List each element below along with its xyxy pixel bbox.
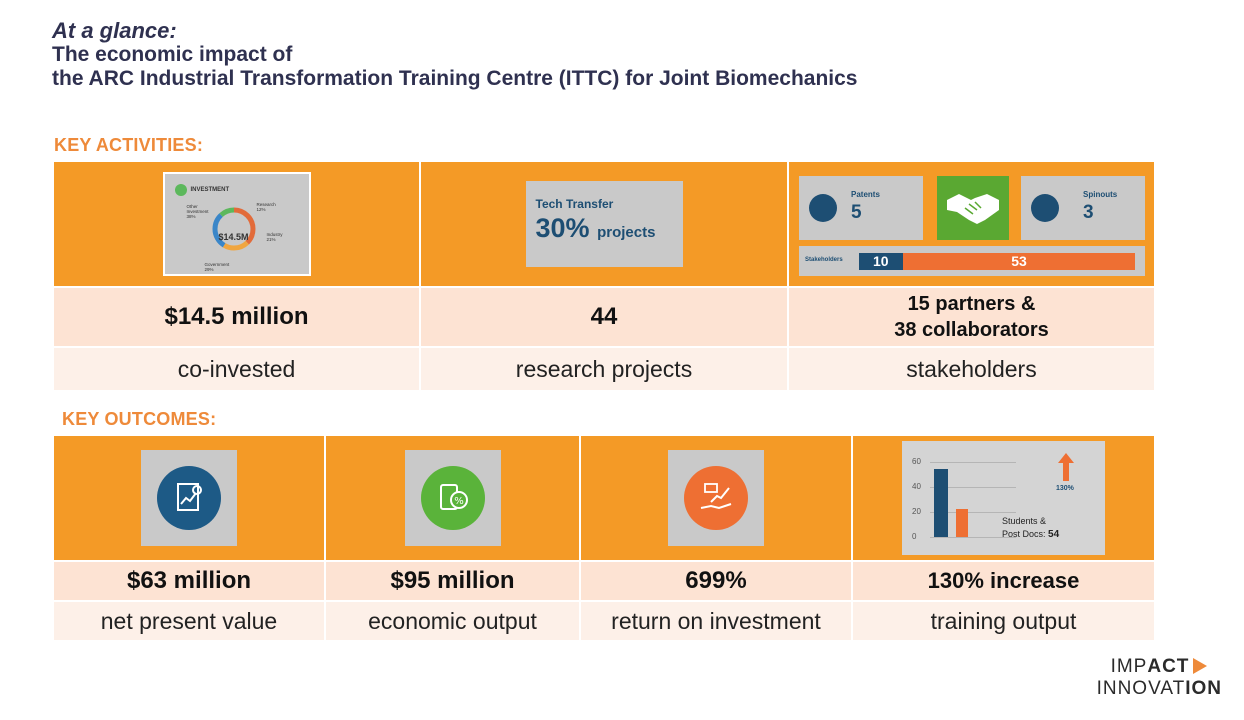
roi-icon-card [668,450,764,546]
investment-label-government: Government 29% [204,262,230,272]
key-outcomes-title: KEY OUTCOMES: [62,409,217,429]
spinout-icon [1031,194,1059,222]
roi-image-cell [581,436,851,560]
value-co-invested: $14.5 million [54,288,419,346]
key-activities-table: INVESTMENT $14.5M Other Investment 38% R… [54,162,1154,390]
value-stakeholders: 15 partners & 38 collaborators [789,288,1154,346]
tick-60: 60 [912,457,921,466]
economic-output-image-cell: % [326,436,579,560]
spinouts-value: 3 [1083,202,1094,223]
training-pct: 130% [1056,485,1074,492]
stakeholders-image-cell: Patents 5 Spinouts 3 Stakeholders 10 53 [789,162,1154,286]
investment-image-cell: INVESTMENT $14.5M Other Investment 38% R… [54,162,419,286]
patents-spinouts-panel: Patents 5 Spinouts 3 Stakeholders 10 53 [799,170,1145,278]
investment-icon [174,184,187,196]
investment-card: INVESTMENT $14.5M Other Investment 38% R… [162,172,311,276]
investment-center-value: $14.5M [218,232,249,242]
tech-transfer-title: Tech Transfer [535,197,614,211]
value-roi: 699% [581,562,851,600]
stakeholders-bar-collaborators: 53 [903,253,1135,270]
spinouts-label: Spinouts [1083,190,1118,199]
svg-text:%: % [454,496,464,507]
stakeholders-bar-label: Stakeholders [805,257,843,263]
patents-label: Patents [851,190,880,199]
report-chart-icon [157,466,221,530]
impact-innovation-logo: IMPACT INNOVATION [1096,656,1222,699]
tech-transfer-image-cell: Tech Transfer 30% projects [421,162,787,286]
value-research-projects: 44 [421,288,787,346]
bar-after [956,509,968,537]
gridline [930,537,1016,538]
npv-image-cell [54,436,324,560]
tick-40: 40 [912,482,921,491]
training-image-cell: 60 40 20 0 130% Students & Post Docs: 54 [853,436,1154,560]
investment-label-other: Other Investment 38% [186,204,209,219]
tick-20: 20 [912,507,921,516]
stakeholders-bar-card: Stakeholders 10 53 [799,246,1145,276]
patents-value: 5 [851,202,862,223]
training-chart-card: 60 40 20 0 130% Students & Post Docs: 54 [902,441,1105,555]
key-outcomes-table: % 60 40 20 0 [54,436,1154,640]
tech-transfer-card: Tech Transfer 30% projects [525,181,683,267]
npv-icon-card [141,450,237,546]
gridline [930,512,1016,513]
calculator-percent-icon: % [420,466,485,530]
spinouts-card: Spinouts 3 [1021,176,1145,240]
page-header: At a glance: The economic impact of the … [52,18,857,91]
hand-growth-chart-icon [684,466,748,530]
gridline [930,462,1016,463]
label-stakeholders: stakeholders [789,348,1154,390]
key-activities-title: KEY ACTIVITIES: [54,135,204,155]
economic-output-icon-card: % [404,450,501,546]
gridline [930,487,1016,488]
logo-arrow-icon [1193,658,1208,674]
value-training: 130% increase [853,562,1154,600]
label-research-projects: research projects [421,348,787,390]
patent-icon [809,194,837,222]
header-line-2: the ARC Industrial Transformation Traini… [52,67,858,90]
stakeholders-bar-partners: 10 [859,253,903,270]
investment-label-research: Research 12% [256,202,276,212]
header-line-1: The economic impact of [52,43,293,66]
bar-before [934,469,948,537]
header-lead: At a glance: [52,18,177,43]
arrow-up-icon [1058,453,1074,481]
value-npv: $63 million [54,562,324,600]
label-economic-output: economic output [326,602,579,640]
tech-transfer-pct: 30% projects [535,213,656,243]
label-co-invested: co-invested [54,348,419,390]
investment-label-industry: Industry 21% [266,232,283,242]
investment-donut [212,207,255,251]
students-postdocs-label: Students & Post Docs: 54 [1002,516,1060,540]
patents-card: Patents 5 [799,176,923,240]
label-training: training output [853,602,1154,640]
value-economic-output: $95 million [326,562,579,600]
investment-card-title: INVESTMENT [190,187,230,193]
tick-0: 0 [912,532,917,541]
label-npv: net present value [54,602,324,640]
handshake-icon [937,176,1009,240]
label-roi: return on investment [581,602,851,640]
